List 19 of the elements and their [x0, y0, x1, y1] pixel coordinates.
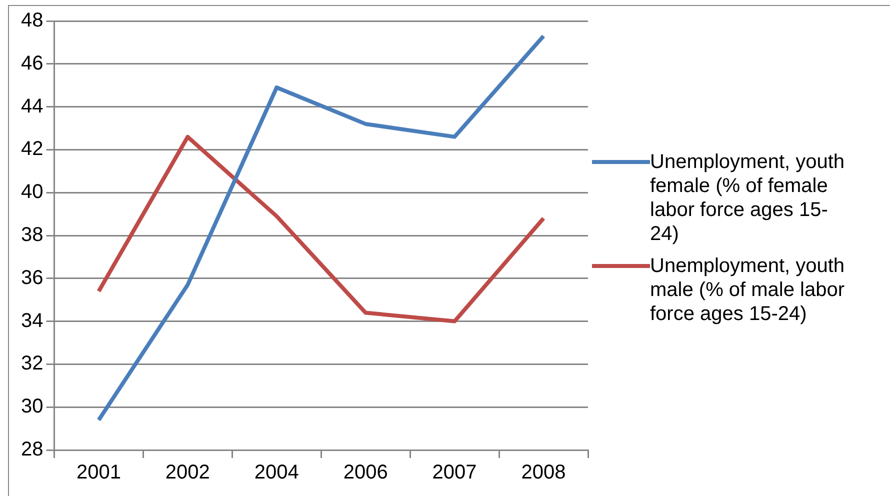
- y-tick-label: 30: [20, 396, 44, 418]
- y-tick-label: 32: [20, 352, 44, 375]
- legend-label: Unemployment, youth male (% of male labor force ages 15-24): [650, 254, 846, 326]
- y-tick-label: 48: [20, 10, 44, 32]
- x-tick-label: 2004: [254, 462, 299, 484]
- y-tick-label: 40: [20, 181, 44, 204]
- y-tick-label: 38: [20, 224, 44, 246]
- y-tick-label: 46: [20, 52, 44, 74]
- y-tick-label: 44: [20, 95, 44, 118]
- y-tick-label: 34: [20, 310, 44, 332]
- y-tick-label: 28: [20, 438, 44, 461]
- y-tick-label: 42: [20, 138, 44, 160]
- x-tick-label: 2007: [432, 462, 477, 484]
- y-tick-label: 36: [20, 266, 44, 289]
- x-tick-label: 2006: [343, 462, 388, 484]
- x-tick-label: 2008: [521, 462, 566, 484]
- legend-label: Unemployment, youth female (% of female labor force ages 15-24): [650, 150, 846, 246]
- x-tick-label: 2002: [165, 462, 210, 484]
- x-tick-label: 2001: [76, 462, 121, 484]
